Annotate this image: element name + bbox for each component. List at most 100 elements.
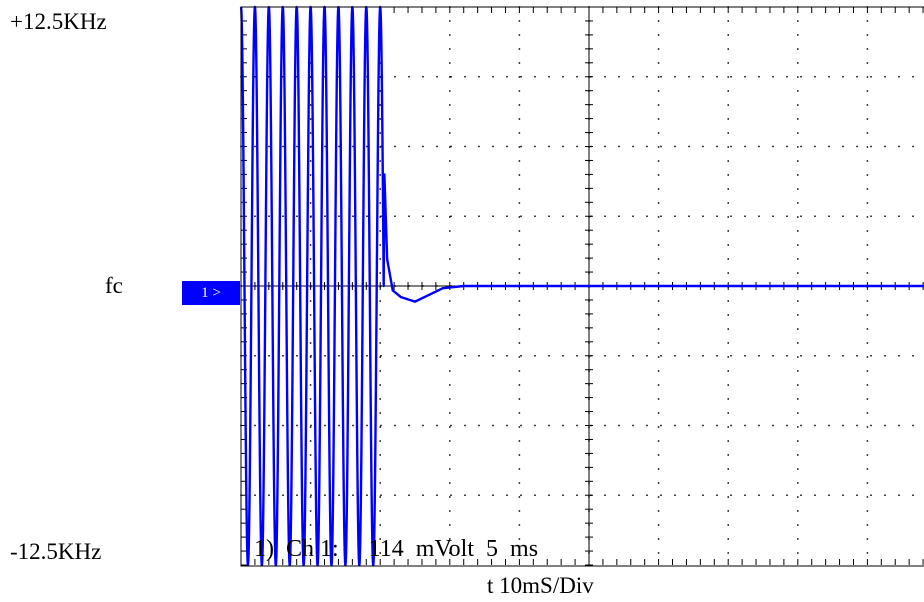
grid-dot [898, 145, 900, 148]
grid-dot [660, 145, 662, 148]
grid-dot [688, 76, 690, 78]
grid-dot [856, 424, 858, 427]
grid-dot [758, 424, 760, 427]
grid-dot [727, 34, 729, 36]
grid-dot [727, 230, 729, 232]
grid-dot [797, 524, 799, 526]
grid-dot [282, 215, 284, 217]
grid-dot [727, 160, 729, 162]
grid-dot [618, 424, 620, 427]
grid-dot [618, 215, 620, 217]
grid-dot [309, 132, 312, 134]
grid-dot [449, 118, 451, 120]
grid-dot [576, 145, 578, 148]
grid-dot [674, 145, 676, 148]
grid-dot [730, 494, 732, 496]
grid-dot [464, 494, 466, 496]
grid-dot [379, 440, 381, 442]
grid-dot [866, 496, 869, 498]
grid-dot [797, 132, 799, 134]
grid-dot [912, 355, 914, 357]
grid-dot [518, 496, 521, 498]
grid-dot [518, 300, 521, 302]
grid-dot [866, 538, 869, 540]
grid-dot [797, 314, 799, 316]
grid-dot [309, 538, 312, 540]
grid-dot [772, 355, 774, 357]
grid-dot [450, 215, 452, 217]
grid-dot [657, 314, 660, 316]
grid-dot [657, 538, 660, 540]
grid-dot [657, 202, 660, 204]
grid-dot [856, 494, 858, 496]
grid-dot [309, 482, 312, 484]
grid-dot [309, 524, 312, 526]
grid-dot [797, 118, 799, 120]
grid-dot [866, 244, 869, 246]
grid-dot [534, 215, 536, 217]
grid-dot [352, 215, 354, 217]
grid-dot [518, 538, 521, 540]
grid-dot [618, 145, 620, 148]
grid-dot [408, 145, 410, 148]
grid-dot [727, 62, 729, 64]
grid-dot [506, 215, 508, 217]
grid-dot [478, 494, 480, 496]
grid-dot [449, 146, 451, 148]
grid-dot [618, 76, 620, 78]
grid-dot [324, 215, 326, 217]
grid-dot [366, 424, 368, 427]
grid-dot [674, 424, 676, 427]
grid-dot [506, 145, 508, 148]
grid-dot [449, 356, 451, 358]
grid-dot [366, 494, 368, 496]
grid-dot [657, 76, 660, 78]
grid-dot [797, 104, 799, 106]
grid-dot [518, 230, 521, 232]
grid-dot [309, 342, 312, 344]
grid-dot [518, 146, 521, 148]
grid-dot [324, 494, 326, 496]
grid-dot [866, 510, 869, 512]
grid-dot [518, 468, 521, 470]
grid-dot [379, 454, 381, 456]
grid-dot [562, 145, 564, 148]
plot-frame [240, 6, 924, 567]
grid-dot [296, 424, 298, 427]
grid-dot [842, 145, 844, 148]
grid-dot [562, 494, 564, 496]
grid-dot [898, 424, 900, 427]
grid-dot [800, 355, 802, 357]
grid-dot [518, 62, 521, 64]
grid-dot [310, 215, 312, 217]
grid-dot [727, 524, 729, 526]
grid-dot [657, 160, 660, 162]
grid-dot [727, 510, 729, 512]
grid-dot [744, 76, 746, 78]
grid-dot [730, 76, 732, 78]
grid-dot [436, 424, 438, 427]
grid-dot [449, 48, 451, 50]
grid-dot [727, 300, 729, 302]
grid-dot [449, 440, 451, 442]
grid-dot [449, 552, 451, 554]
grid-dot [866, 160, 869, 162]
grid-dot [449, 34, 451, 36]
grid-dot [309, 230, 312, 232]
grid-dot [562, 355, 564, 357]
grid-dot [379, 188, 381, 190]
grid-dot [518, 342, 521, 344]
grid-dot [309, 188, 312, 190]
grid-dot [660, 355, 662, 357]
grid-dot [379, 272, 381, 274]
grid-dot [379, 426, 381, 428]
grid-dot [632, 215, 634, 217]
grid-dot [449, 328, 451, 330]
grid-dot [797, 160, 799, 162]
grid-dot [436, 355, 438, 357]
grid-dot [296, 145, 298, 148]
grid-dot [379, 104, 381, 106]
grid-dot [800, 145, 802, 148]
grid-dot [309, 300, 312, 302]
grid-dot [366, 145, 368, 148]
